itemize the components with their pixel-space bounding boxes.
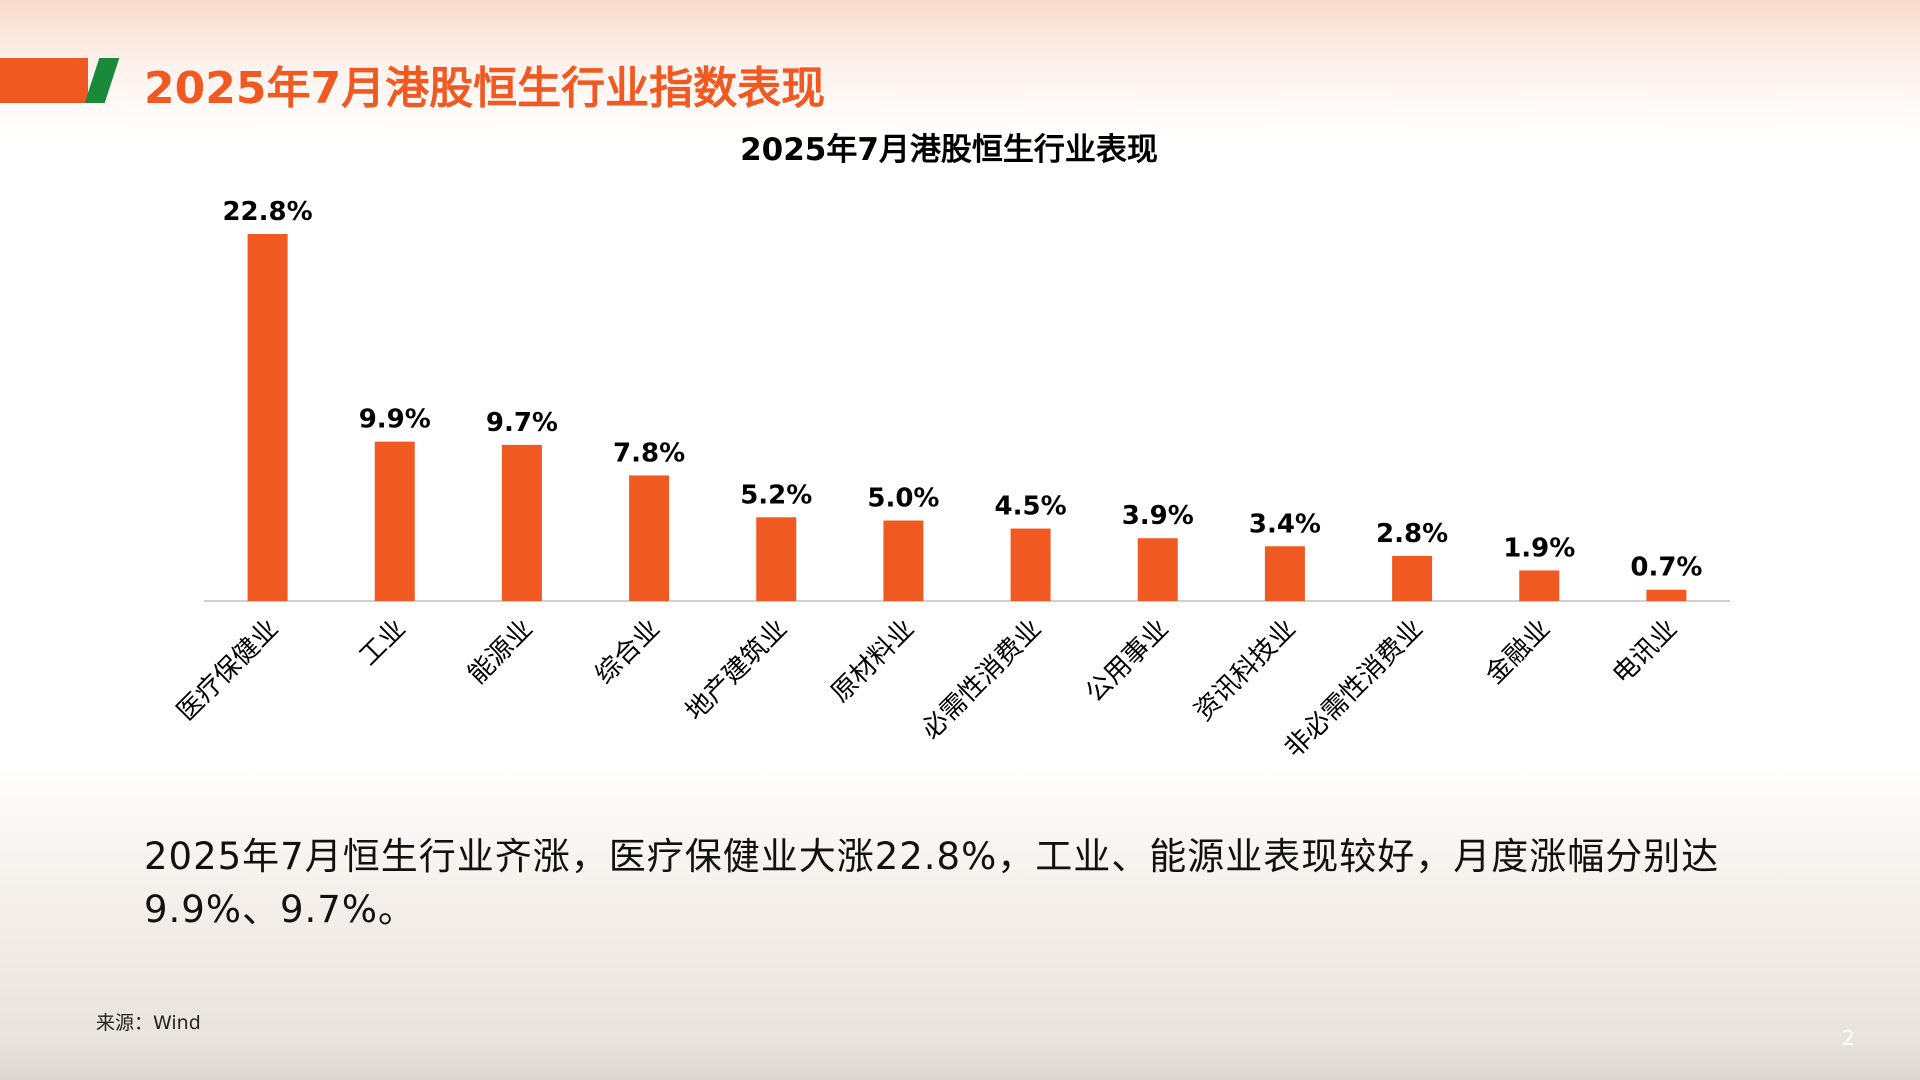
value-label: 0.7% [1630, 553, 1702, 583]
x-tick-label: 公用事业 [1080, 614, 1175, 709]
x-tick-label: 金融业 [1480, 614, 1556, 690]
bar [501, 444, 542, 601]
value-label: 3.4% [1249, 509, 1321, 539]
x-tick-label: 地产建筑业 [680, 614, 793, 727]
source: 来源：Wind [96, 1012, 201, 1034]
value-label: 5.0% [867, 484, 939, 514]
x-tick-label: 综合业 [590, 614, 666, 690]
value-label: 3.9% [1122, 501, 1194, 531]
value-label: 2.8% [1376, 519, 1448, 549]
value-label: 5.2% [740, 480, 812, 510]
bar [1392, 555, 1433, 601]
bar [247, 234, 288, 601]
chart-title: 2025年7月港股恒生行业表现 [740, 132, 1158, 168]
x-tick-label: 原材料业 [826, 614, 921, 709]
slide-title: 2025年7月港股恒生行业指数表现 [144, 63, 826, 114]
value-label: 9.7% [486, 408, 558, 438]
bar [1010, 528, 1051, 601]
x-tick-label: 医疗保健业 [171, 614, 284, 727]
bar [374, 441, 415, 601]
bar [883, 520, 924, 601]
x-tick-label: 电讯业 [1607, 614, 1683, 690]
bar [1646, 589, 1687, 601]
x-tick-label: 工业 [354, 614, 412, 672]
bar [1264, 546, 1305, 601]
x-tick-label: 能源业 [462, 614, 538, 690]
commentary: 2025年7月恒生行业齐涨，医疗保健业大涨22.8%，工业、能源业表现较好，月度… [144, 835, 1720, 931]
value-label: 9.9% [359, 405, 431, 435]
bar [1137, 538, 1178, 601]
x-tick-label: 非必需性消费业 [1279, 614, 1429, 764]
value-label: 22.8% [222, 197, 312, 227]
x-tick-label: 资讯科技业 [1189, 614, 1302, 727]
page-number: 2 [1842, 1026, 1855, 1050]
header-bar [0, 58, 88, 103]
bar [1519, 570, 1560, 601]
bar [629, 475, 670, 601]
value-label: 1.9% [1503, 533, 1575, 563]
value-label: 4.5% [995, 492, 1067, 522]
value-label: 7.8% [613, 438, 685, 468]
bar [756, 517, 797, 601]
x-tick-label: 必需性消费业 [916, 614, 1048, 746]
